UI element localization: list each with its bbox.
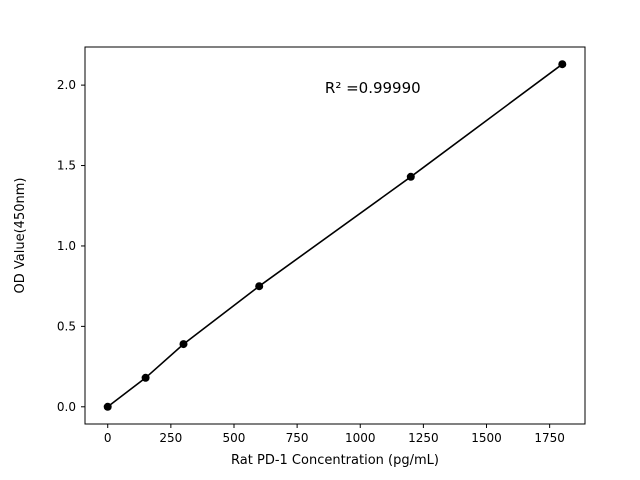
y-axis-label: OD Value(450nm) — [13, 178, 28, 294]
y-tick-label: 1.0 — [57, 239, 76, 253]
x-tick-label: 500 — [223, 431, 246, 445]
x-tick-label: 750 — [286, 431, 309, 445]
data-point-marker — [179, 340, 188, 349]
y-tick-label: 2.0 — [57, 78, 76, 92]
y-tick-label: 0.0 — [57, 400, 76, 414]
data-point-marker — [255, 282, 264, 291]
x-tick-label: 1000 — [345, 431, 376, 445]
y-tick-label: 1.5 — [57, 159, 76, 173]
x-tick-label: 0 — [104, 431, 112, 445]
r-squared-annotation: R² =0.99990 — [325, 79, 421, 97]
data-point-marker — [558, 60, 567, 69]
x-tick-label: 1750 — [534, 431, 565, 445]
data-point-marker — [103, 402, 112, 411]
plot-border — [84, 46, 586, 425]
y-tick-label: 0.5 — [57, 319, 76, 333]
x-axis-label: Rat PD-1 Concentration (pg/mL) — [231, 453, 439, 468]
x-tick-label: 250 — [159, 431, 182, 445]
x-tick-label: 1500 — [471, 431, 502, 445]
data-point-marker — [141, 373, 150, 382]
x-tick-label: 1250 — [408, 431, 439, 445]
fit-line — [107, 63, 563, 408]
data-point-marker — [406, 172, 415, 181]
